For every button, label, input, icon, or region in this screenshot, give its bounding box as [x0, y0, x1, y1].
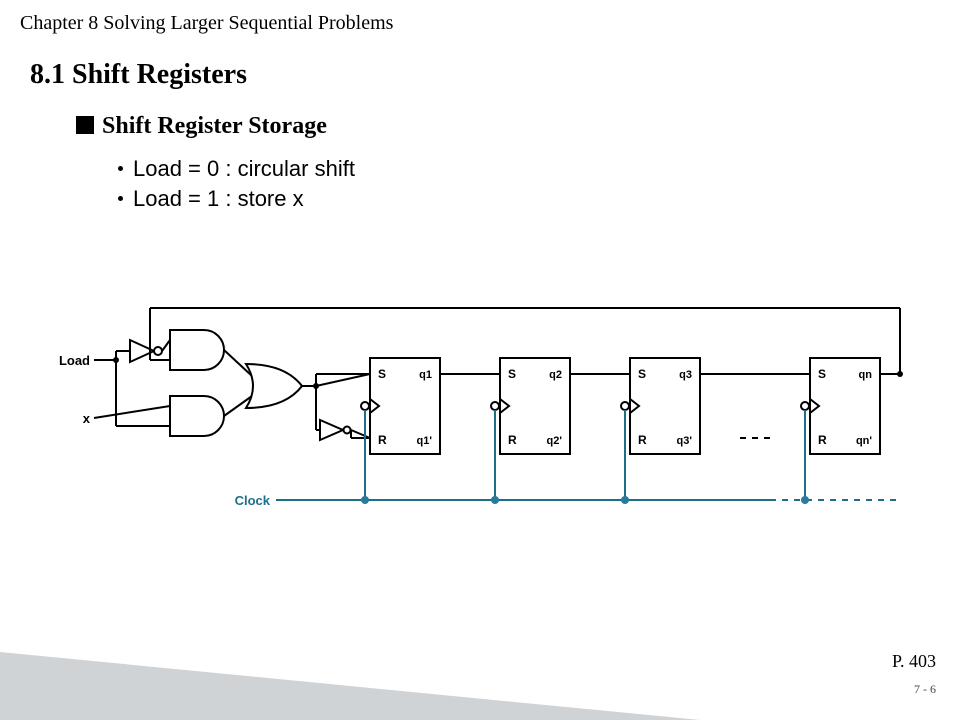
svg-text:q3: q3	[679, 369, 692, 381]
bullet-list: Load = 0 : circular shift Load = 1 : sto…	[0, 140, 960, 214]
svg-text:S: S	[378, 367, 386, 381]
list-item: Load = 0 : circular shift	[118, 154, 960, 184]
svg-text:R: R	[818, 433, 827, 447]
svg-text:R: R	[638, 433, 647, 447]
svg-text:Load: Load	[59, 353, 90, 368]
bullet-dot-icon	[118, 166, 123, 171]
svg-text:S: S	[818, 367, 826, 381]
svg-text:q1': q1'	[417, 435, 433, 447]
svg-text:q2: q2	[549, 369, 562, 381]
subsection-label: Shift Register Storage	[102, 113, 327, 139]
svg-text:q3': q3'	[677, 435, 693, 447]
svg-text:qn': qn'	[856, 435, 872, 447]
svg-text:S: S	[638, 367, 646, 381]
svg-text:Clock: Clock	[235, 493, 271, 508]
svg-text:R: R	[508, 433, 517, 447]
svg-text:qn: qn	[859, 369, 873, 381]
square-bullet-icon	[76, 116, 94, 134]
bullet-dot-icon	[118, 196, 123, 201]
chapter-header: Chapter 8 Solving Larger Sequential Prob…	[0, 0, 960, 41]
svg-text:q2': q2'	[547, 435, 563, 447]
page-reference: P. 403	[892, 651, 936, 672]
svg-text:R: R	[378, 433, 387, 447]
list-item: Load = 1 : store x	[118, 184, 960, 214]
list-item-label: Load = 1 : store x	[133, 186, 304, 211]
list-item-label: Load = 0 : circular shift	[133, 156, 355, 181]
slide-number: 7 - 6	[914, 683, 936, 696]
svg-text:q1: q1	[419, 369, 432, 381]
svg-text:S: S	[508, 367, 516, 381]
slide-decoration	[0, 600, 960, 720]
subsection-heading: Shift Register Storage	[0, 91, 960, 140]
svg-text:x: x	[83, 411, 91, 426]
shift-register-diagram: Load x S Rq1 q1' S Rq2 q2' S Rq3 q3' S Rqn qn' Clock	[50, 300, 910, 530]
section-title: 8.1 Shift Registers	[0, 41, 960, 91]
